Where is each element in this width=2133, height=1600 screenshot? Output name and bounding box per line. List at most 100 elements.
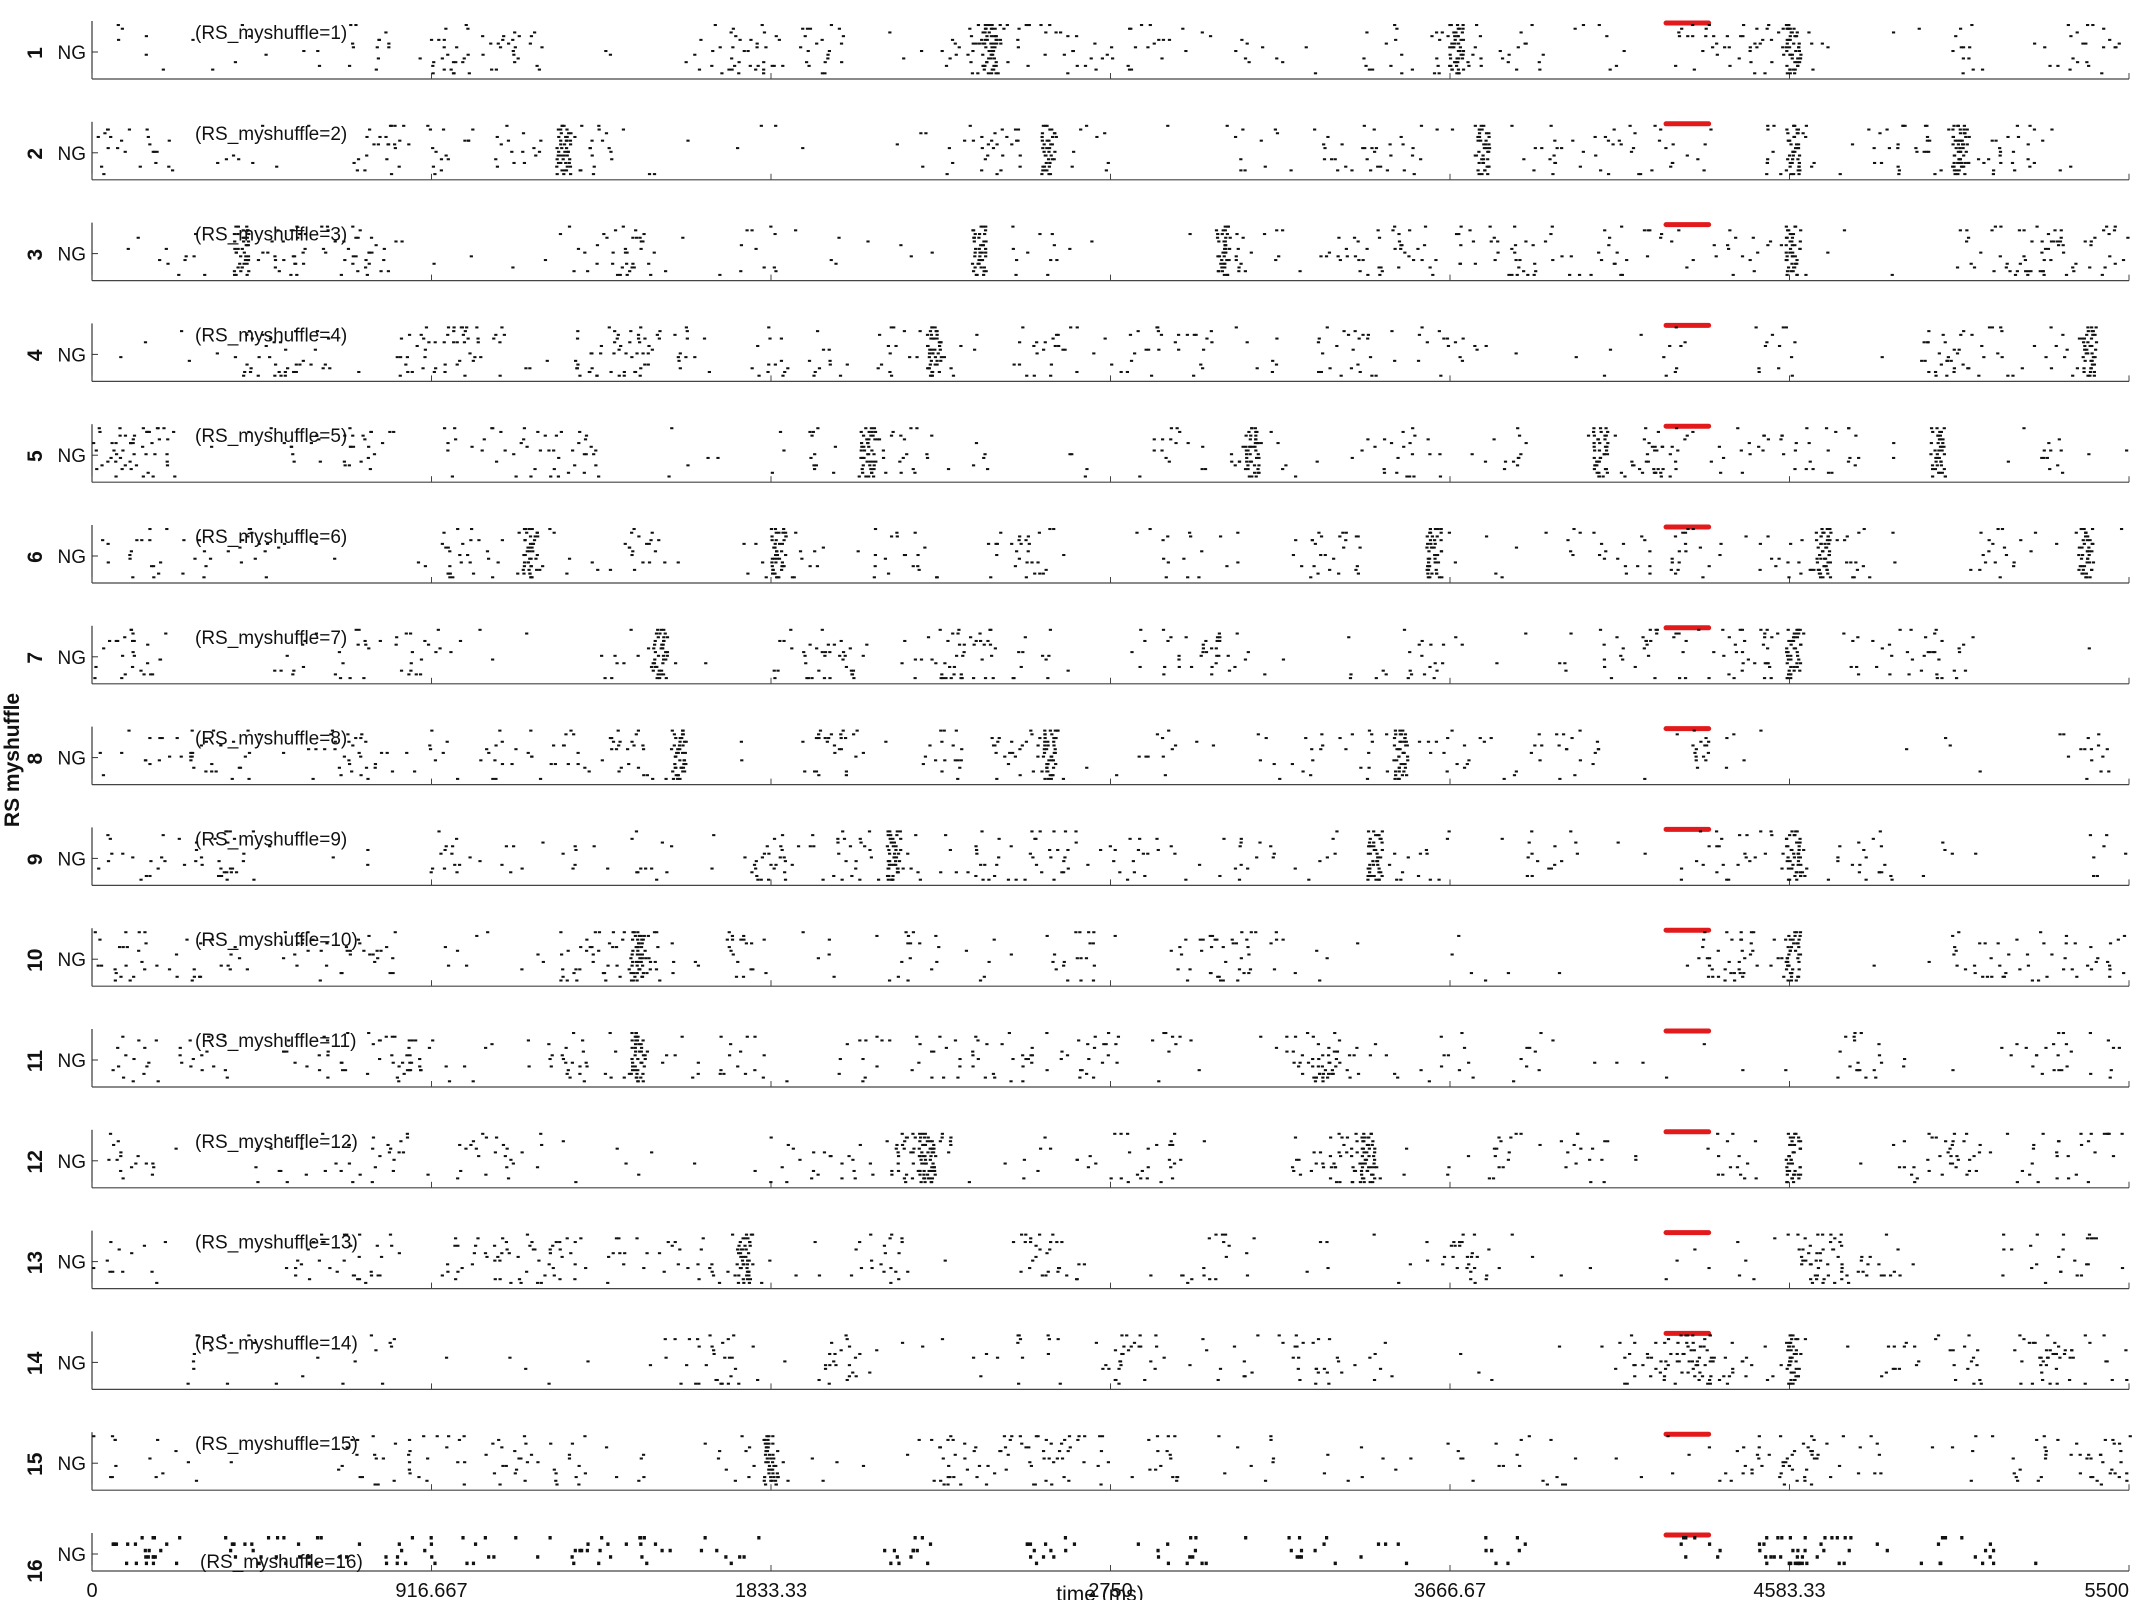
spike — [921, 763, 925, 766]
spike — [419, 658, 424, 661]
spike — [210, 770, 214, 773]
spike — [131, 438, 135, 441]
spike — [1466, 61, 1470, 64]
spike — [423, 565, 428, 568]
spike — [1091, 942, 1095, 945]
spike — [151, 475, 155, 478]
spike — [1146, 852, 1150, 855]
spike — [877, 438, 882, 441]
spike — [421, 367, 425, 370]
spike — [96, 135, 100, 138]
spike — [2090, 352, 2094, 355]
spike — [1084, 124, 1089, 127]
spike — [1934, 460, 1938, 463]
spike — [1048, 628, 1053, 631]
spike — [1723, 968, 1727, 971]
spike — [1790, 639, 1794, 642]
spike — [1991, 542, 1995, 545]
spike — [282, 542, 287, 545]
spike — [1560, 147, 1564, 150]
spike — [1164, 456, 1168, 459]
spike — [980, 147, 984, 150]
spike — [1694, 748, 1698, 751]
spike — [2075, 61, 2080, 64]
spike — [1041, 755, 1046, 758]
spike — [123, 464, 127, 467]
spike — [240, 247, 244, 250]
spike — [926, 344, 930, 348]
spike — [1982, 161, 1986, 164]
spike — [844, 770, 849, 773]
spike — [1704, 35, 1708, 38]
spike — [1943, 475, 1947, 478]
spike — [479, 759, 483, 762]
spike — [594, 449, 598, 452]
spike — [100, 464, 104, 467]
spike — [1155, 326, 1159, 329]
spike — [110, 442, 114, 445]
spike — [1454, 233, 1459, 236]
spike — [1619, 143, 1623, 146]
spike — [502, 35, 506, 38]
spike — [643, 363, 647, 366]
spike — [968, 27, 972, 30]
spike — [108, 837, 112, 840]
spike — [1940, 639, 1944, 642]
spike — [419, 333, 423, 336]
spike — [976, 24, 981, 27]
spike — [2084, 572, 2088, 575]
spike — [1952, 169, 1957, 172]
spike — [1787, 46, 1792, 49]
spike — [533, 468, 537, 471]
spike — [1113, 934, 1117, 937]
spike — [1935, 673, 1939, 676]
spike — [604, 50, 608, 53]
spike — [742, 50, 746, 53]
spike — [665, 654, 669, 657]
spike — [1599, 259, 1604, 262]
spike — [782, 539, 786, 542]
spike — [1691, 259, 1695, 262]
spike — [156, 867, 160, 870]
spike — [1561, 733, 1566, 736]
spike — [1178, 946, 1182, 949]
spike — [859, 449, 863, 452]
spike — [1200, 468, 1204, 471]
spike — [469, 255, 473, 258]
spike — [616, 729, 620, 732]
spike — [1404, 744, 1408, 747]
spike — [888, 31, 892, 34]
spike — [1592, 531, 1596, 534]
spike — [1736, 863, 1740, 866]
spike — [1126, 64, 1130, 67]
spike — [407, 143, 411, 146]
spike — [1454, 61, 1458, 64]
spike — [2121, 259, 2126, 262]
spike — [1740, 628, 1745, 631]
spike — [1812, 568, 1816, 571]
spike — [1791, 158, 1795, 161]
spike — [2088, 344, 2092, 348]
spike — [609, 150, 613, 153]
spike — [277, 546, 281, 549]
spike — [1867, 128, 1871, 131]
spike — [985, 61, 989, 64]
spike — [1426, 568, 1431, 571]
spike — [369, 236, 374, 239]
spike — [2083, 344, 2087, 348]
spike — [1428, 528, 1432, 531]
spike — [1599, 430, 1603, 433]
spike — [1155, 733, 1160, 736]
spike — [984, 270, 988, 273]
spike — [838, 374, 843, 377]
spike — [246, 255, 251, 258]
spike — [1366, 867, 1370, 870]
spike — [1450, 128, 1455, 131]
spike — [248, 528, 253, 531]
spike — [117, 946, 122, 949]
spike — [1889, 874, 1893, 878]
spike — [1605, 35, 1609, 38]
spike — [2094, 326, 2098, 329]
spike — [933, 363, 937, 366]
spike — [1653, 449, 1657, 452]
